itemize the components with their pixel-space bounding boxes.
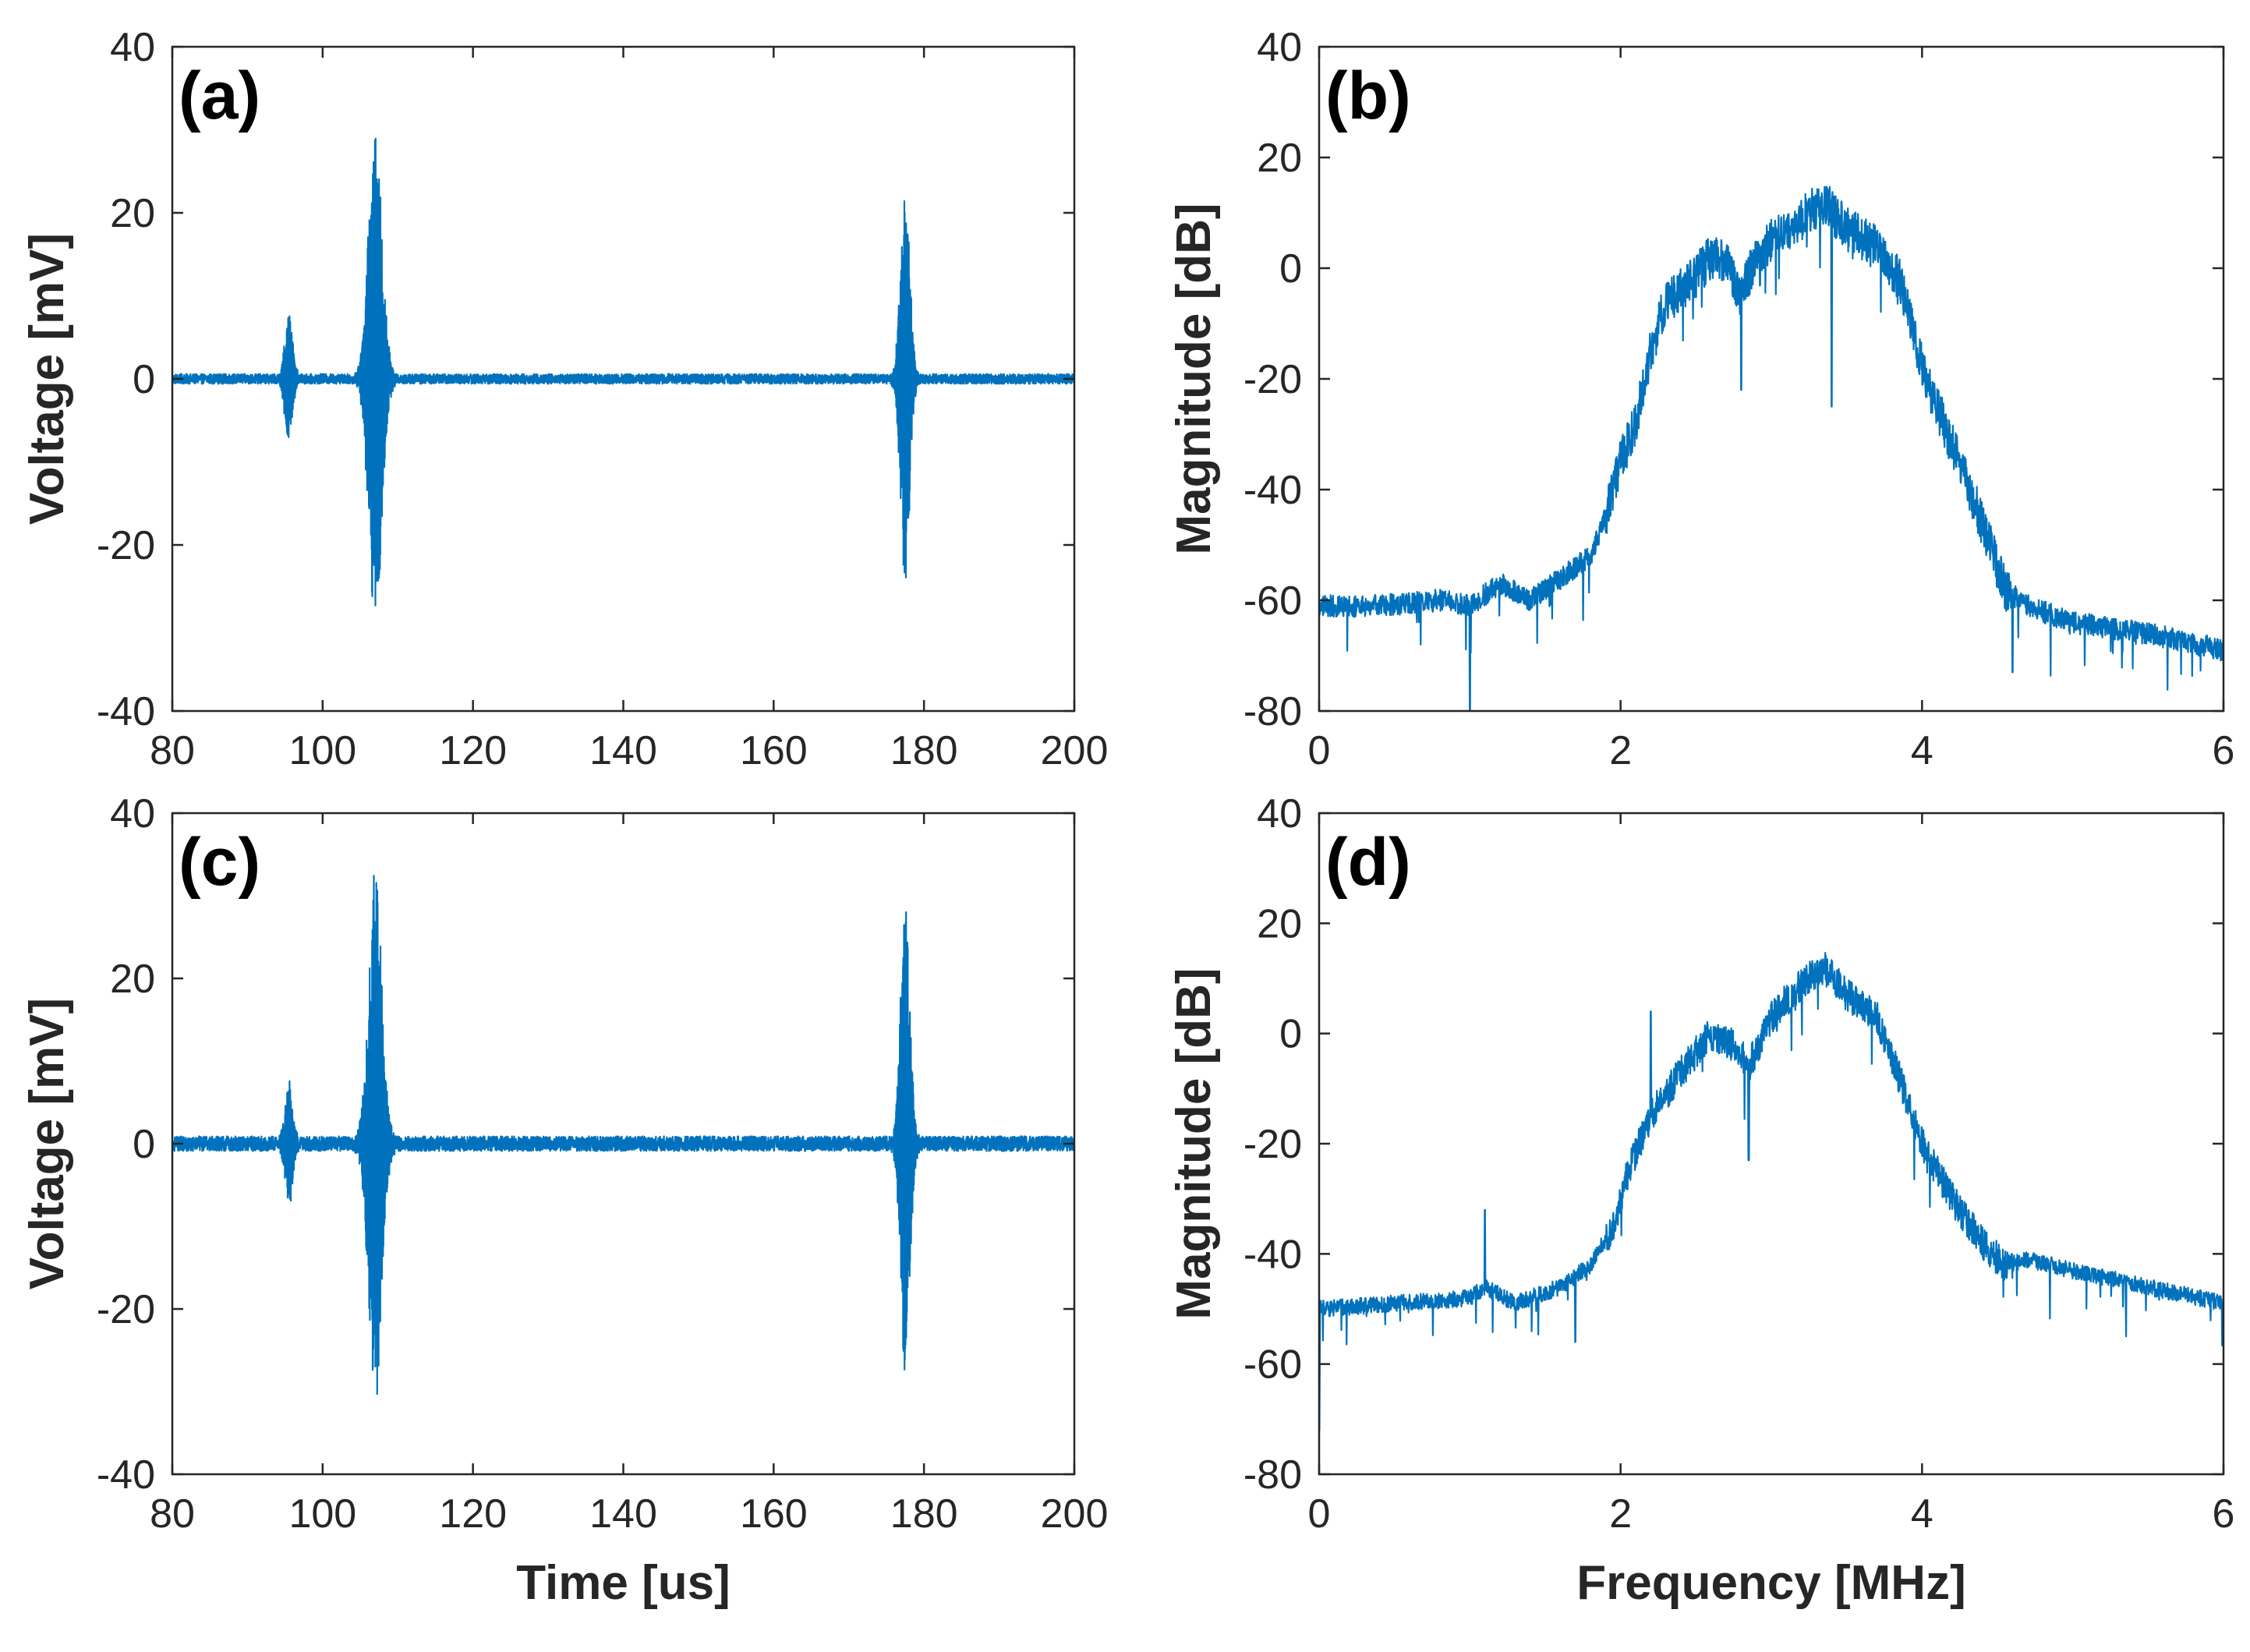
- panel-a: 80 100 120 140 160 180 200 -40 -20 0 20 40 Voltage […: [20, 25, 1108, 773]
- panel-b: 0 2 4 6 -80 -60 -40 -20 0 20 40 Magnitude [dB] (b): [1167, 25, 2234, 773]
- chart-b-panel-label: (b): [1325, 58, 1411, 133]
- chart-d-xtick-label: 4: [1911, 1491, 1933, 1537]
- chart-c-ytick-label: 40: [110, 791, 155, 837]
- chart-c-xtick-label: 200: [1041, 1491, 1109, 1537]
- chart-c-ytick-label: -20: [97, 1287, 155, 1332]
- chart-c-xlabel: Time [us]: [516, 1556, 730, 1610]
- chart-a-ytick-label: -40: [97, 689, 155, 734]
- chart-d-xtick-label: 0: [1308, 1491, 1331, 1537]
- chart-c-series-line: [172, 875, 1074, 1396]
- chart-d-ytick-label: -80: [1244, 1452, 1302, 1498]
- panel-d: 0 2 4 6 -80 -60 -40 -20 0 20 40 Magnitude [dB] Frequ…: [1167, 791, 2234, 1610]
- chart-b-series-line: [1319, 186, 2223, 711]
- chart-d-ylabel: Magnitude [dB]: [1167, 967, 1221, 1319]
- chart-d-ytick-label: 0: [1279, 1012, 1302, 1057]
- chart-d-ytick-label: 40: [1257, 791, 1302, 837]
- chart-b-ytick-label: 40: [1257, 25, 1302, 70]
- chart-b-ytick-label: -60: [1244, 578, 1302, 624]
- chart-b-ylabel: Magnitude [dB]: [1167, 203, 1221, 554]
- chart-a-ytick-label: 20: [110, 191, 155, 236]
- chart-b-xtick-label: 6: [2213, 728, 2235, 773]
- chart-a-xtick-label: 80: [150, 728, 195, 773]
- chart-d-ytick-label: -40: [1244, 1232, 1302, 1277]
- chart-c-xtick-label: 100: [288, 1491, 356, 1537]
- chart-c-xtick-label: 80: [150, 1491, 195, 1537]
- chart-c-ytick-label: 0: [133, 1122, 155, 1167]
- chart-d-ytick-label: -20: [1244, 1122, 1302, 1167]
- chart-d-xtick-label: 6: [2213, 1491, 2235, 1537]
- chart-d-ytick-label: -60: [1244, 1342, 1302, 1388]
- chart-a-xtick-label: 160: [740, 728, 808, 773]
- chart-d-panel-label: (d): [1325, 825, 1411, 900]
- panel-c: 80 100 120 140 160 180 200 -40 -20 0 20 40 Voltage […: [20, 791, 1108, 1610]
- chart-a-xtick-label: 140: [589, 728, 657, 773]
- chart-d-xtick-label: 2: [1609, 1491, 1632, 1537]
- chart-b-ytick-label: -80: [1244, 689, 1302, 734]
- chart-c-xtick-label: 120: [439, 1491, 507, 1537]
- chart-d-axes-box: [1318, 812, 2225, 1476]
- chart-a-panel-label: (a): [179, 58, 260, 133]
- chart-d-series-line: [1319, 952, 2223, 1431]
- chart-a-series-line: [172, 137, 1074, 607]
- chart-a-xtick-label: 100: [288, 728, 356, 773]
- chart-b-ytick-label: 20: [1257, 136, 1302, 181]
- chart-b-ytick-label: 0: [1279, 246, 1302, 292]
- chart-a-ytick-label: 0: [133, 357, 155, 402]
- chart-a-ylabel: Voltage [mV]: [20, 233, 74, 525]
- chart-a-xtick-label: 180: [890, 728, 958, 773]
- chart-a-xtick-label: 200: [1041, 728, 1109, 773]
- chart-c-xtick-label: 160: [740, 1491, 808, 1537]
- chart-d-xlabel: Frequency [MHz]: [1576, 1556, 1965, 1610]
- chart-d-ytick-label: 20: [1257, 901, 1302, 946]
- chart-c-ylabel: Voltage [mV]: [20, 998, 74, 1289]
- chart-b-ytick-label: -20: [1244, 357, 1302, 402]
- chart-a-ytick-label: 40: [110, 25, 155, 70]
- chart-a-ytick-label: -20: [97, 523, 155, 568]
- chart-c-xtick-label: 140: [589, 1491, 657, 1537]
- chart-b-xtick-label: 0: [1308, 728, 1331, 773]
- chart-c-ytick-label: -40: [97, 1452, 155, 1498]
- chart-a-xtick-label: 120: [439, 728, 507, 773]
- chart-c-ytick-label: 20: [110, 957, 155, 1002]
- chart-b-xtick-label: 2: [1609, 728, 1632, 773]
- chart-c-xtick-label: 180: [890, 1491, 958, 1537]
- chart-b-ytick-label: -40: [1244, 468, 1302, 513]
- chart-b-xtick-label: 4: [1911, 728, 1933, 773]
- chart-c-panel-label: (c): [179, 825, 260, 900]
